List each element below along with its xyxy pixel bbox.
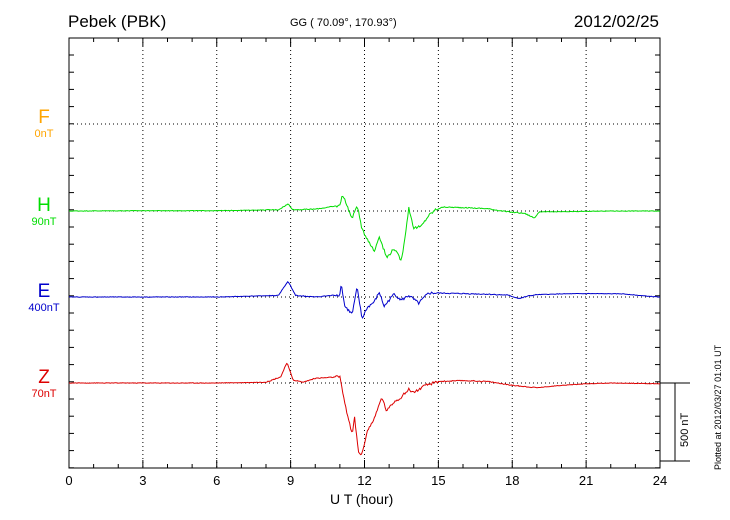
magnetometer-traces	[68, 195, 661, 456]
trace-e	[68, 281, 661, 319]
x-tick-label: 6	[213, 473, 220, 488]
x-tick-label: 21	[579, 473, 593, 488]
plot-grid	[68, 37, 661, 469]
x-tick-label: 15	[431, 473, 445, 488]
x-axis-ticks: 0 3 6 9 12 15 18 21 24	[65, 38, 667, 488]
component-f-offset: 0nT	[34, 128, 54, 140]
component-f-name: F	[38, 107, 50, 128]
x-axis-label: U T (hour)	[330, 491, 394, 507]
trace-h	[68, 195, 661, 261]
plotted-timestamp: Plotted at 2012/03/27 01:01 UT	[713, 344, 723, 470]
x-tick-label: 12	[357, 473, 371, 488]
station-title: Pebek (PBK)	[68, 12, 167, 31]
component-e-name: E	[37, 281, 51, 302]
component-h-name: H	[37, 195, 51, 216]
x-tick-label: 24	[653, 473, 667, 488]
label-h: H 90nT	[14, 196, 74, 229]
trace-z	[68, 362, 661, 456]
x-tick-label: 0	[65, 473, 72, 488]
component-h-offset: 90nT	[31, 216, 57, 228]
label-e: E 400nT	[14, 282, 74, 315]
label-z: Z 70nT	[14, 368, 74, 401]
x-tick-label: 18	[505, 473, 519, 488]
component-z-offset: 70nT	[31, 388, 57, 400]
scale-bar-500nT	[660, 382, 690, 462]
x-tick-label: 3	[139, 473, 146, 488]
plot-date: 2012/02/25	[573, 12, 659, 31]
scale-bar-label: 500 nT	[679, 412, 691, 447]
x-tick-label: 9	[287, 473, 294, 488]
component-e-offset: 400nT	[28, 302, 60, 314]
coordinates: GG ( 70.09°, 170.93°)	[290, 17, 397, 29]
component-z-name: Z	[38, 367, 50, 388]
label-f: F 0nT	[14, 108, 74, 141]
